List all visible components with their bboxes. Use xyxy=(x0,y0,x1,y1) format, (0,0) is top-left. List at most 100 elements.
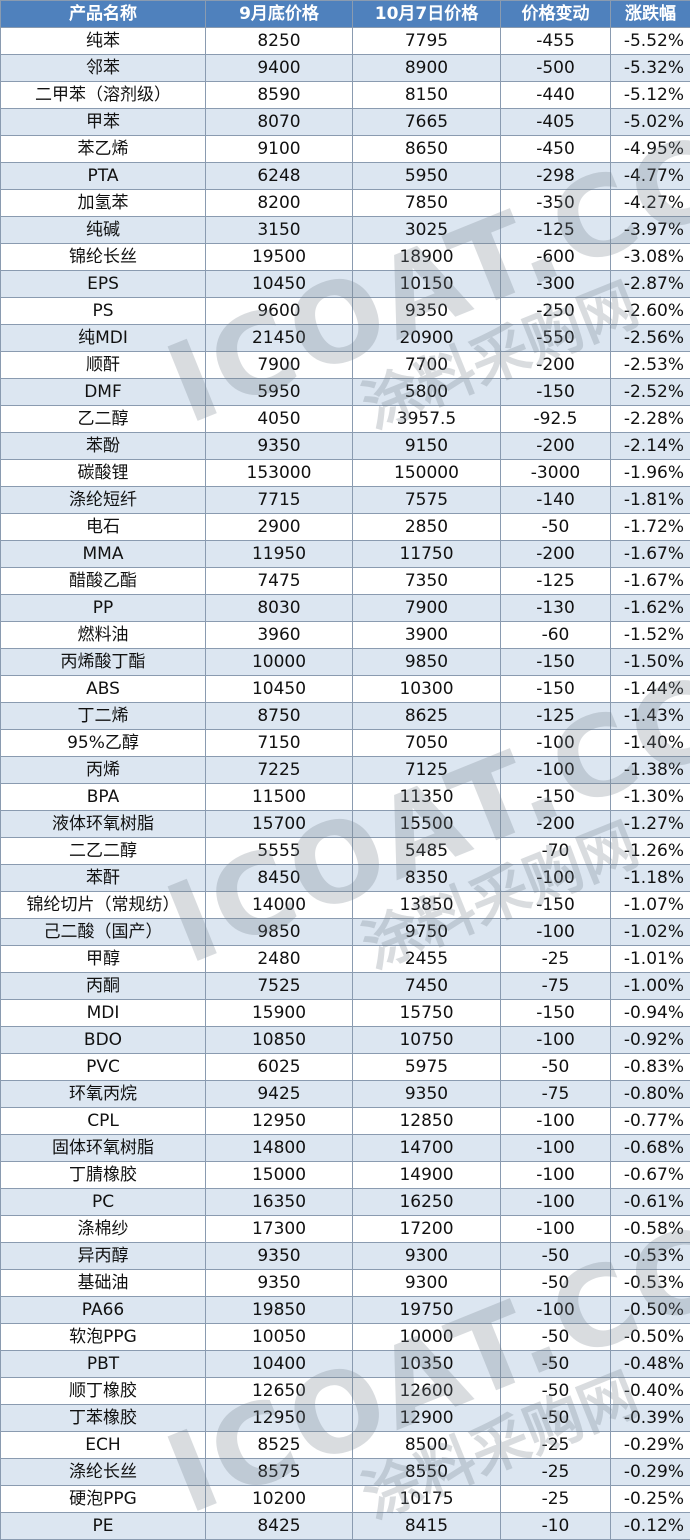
cell: -0.94% xyxy=(610,999,690,1027)
table-row: ECH 8525 8500 -25 -0.29% xyxy=(0,1431,690,1459)
cell: 2455 xyxy=(352,945,501,973)
cell: 5950 xyxy=(205,378,353,406)
cell: -5.12% xyxy=(610,81,690,109)
header-cell: 9月底价格 xyxy=(205,0,353,28)
table-row: 顺酐 7900 7700 -200 -2.53% xyxy=(0,351,690,379)
table-row: 软泡PPG 10050 10000 -50 -0.50% xyxy=(0,1323,690,1351)
cell: 8550 xyxy=(352,1458,501,1486)
cell: 7150 xyxy=(205,729,353,757)
cell: -0.48% xyxy=(610,1350,690,1378)
cell: 2850 xyxy=(352,513,501,541)
cell: -100 xyxy=(500,864,611,892)
cell: 7665 xyxy=(352,108,501,136)
cell: 10750 xyxy=(352,1026,501,1054)
cell: -150 xyxy=(500,999,611,1027)
cell: -1.00% xyxy=(610,972,690,1000)
product-name: 醋酸乙酯 xyxy=(0,567,206,595)
cell: -3.97% xyxy=(610,216,690,244)
table-row: PP 8030 7900 -130 -1.62% xyxy=(0,594,690,622)
table-row: 加氢苯 8200 7850 -350 -4.27% xyxy=(0,189,690,217)
cell: 15900 xyxy=(205,999,353,1027)
cell: -1.02% xyxy=(610,918,690,946)
table-row: PBT 10400 10350 -50 -0.48% xyxy=(0,1350,690,1378)
cell: -0.29% xyxy=(610,1431,690,1459)
table-row: EPS 10450 10150 -300 -2.87% xyxy=(0,270,690,298)
table-row: 涤棉纱 17300 17200 -100 -0.58% xyxy=(0,1215,690,1243)
product-name: 涤纶长丝 xyxy=(0,1458,206,1486)
cell: -298 xyxy=(500,162,611,190)
cell: -0.12% xyxy=(610,1512,690,1540)
product-name: CPL xyxy=(0,1107,206,1135)
cell: -150 xyxy=(500,675,611,703)
cell: 9750 xyxy=(352,918,501,946)
cell: -2.56% xyxy=(610,324,690,352)
cell: 9850 xyxy=(352,648,501,676)
cell: -3.08% xyxy=(610,243,690,271)
cell: 9300 xyxy=(352,1269,501,1297)
cell: -50 xyxy=(500,1350,611,1378)
cell: -125 xyxy=(500,567,611,595)
cell: 8575 xyxy=(205,1458,353,1486)
table-row: 纯MDI 21450 20900 -550 -2.56% xyxy=(0,324,690,352)
cell: 4050 xyxy=(205,405,353,433)
cell: 8625 xyxy=(352,702,501,730)
cell: -1.67% xyxy=(610,540,690,568)
cell: -0.40% xyxy=(610,1377,690,1405)
cell: 19750 xyxy=(352,1296,501,1324)
product-name: 甲醇 xyxy=(0,945,206,973)
cell: 7850 xyxy=(352,189,501,217)
cell: 8450 xyxy=(205,864,353,892)
cell: -50 xyxy=(500,1323,611,1351)
cell: -5.32% xyxy=(610,54,690,82)
cell: -25 xyxy=(500,1431,611,1459)
cell: 8750 xyxy=(205,702,353,730)
product-name: PA66 xyxy=(0,1296,206,1324)
table-row: 二乙二醇 5555 5485 -70 -1.26% xyxy=(0,837,690,865)
cell: -0.67% xyxy=(610,1161,690,1189)
cell: 3957.5 xyxy=(352,405,501,433)
cell: 7475 xyxy=(205,567,353,595)
product-name: 丁腈橡胶 xyxy=(0,1161,206,1189)
table-row: PA66 19850 19750 -100 -0.50% xyxy=(0,1296,690,1324)
cell: 7125 xyxy=(352,756,501,784)
product-name: ECH xyxy=(0,1431,206,1459)
cell: 19850 xyxy=(205,1296,353,1324)
cell: -1.72% xyxy=(610,513,690,541)
cell: -5.52% xyxy=(610,27,690,55)
cell: 14000 xyxy=(205,891,353,919)
cell: -4.77% xyxy=(610,162,690,190)
table-row: 碳酸锂 153000 150000 -3000 -1.96% xyxy=(0,459,690,487)
cell: -1.18% xyxy=(610,864,690,892)
table-row: 硬泡PPG 10200 10175 -25 -0.25% xyxy=(0,1485,690,1513)
cell: 10000 xyxy=(352,1323,501,1351)
cell: 10850 xyxy=(205,1026,353,1054)
cell: 12950 xyxy=(205,1107,353,1135)
product-name: 苯酚 xyxy=(0,432,206,460)
cell: 5555 xyxy=(205,837,353,865)
cell: 17200 xyxy=(352,1215,501,1243)
product-name: 固体环氧树脂 xyxy=(0,1134,206,1162)
cell: -100 xyxy=(500,1134,611,1162)
product-name: 丙烯酸丁酯 xyxy=(0,648,206,676)
cell: 10450 xyxy=(205,675,353,703)
cell: 9100 xyxy=(205,135,353,163)
product-name: 甲苯 xyxy=(0,108,206,136)
cell: -50 xyxy=(500,1377,611,1405)
cell: 8350 xyxy=(352,864,501,892)
cell: -100 xyxy=(500,1215,611,1243)
cell: 8425 xyxy=(205,1512,353,1540)
cell: -1.62% xyxy=(610,594,690,622)
cell: -200 xyxy=(500,351,611,379)
table-row: 液体环氧树脂 15700 15500 -200 -1.27% xyxy=(0,810,690,838)
cell: 12600 xyxy=(352,1377,501,1405)
cell: 3960 xyxy=(205,621,353,649)
product-name: MDI xyxy=(0,999,206,1027)
cell: -1.07% xyxy=(610,891,690,919)
cell: 2900 xyxy=(205,513,353,541)
product-name: 涤纶短纤 xyxy=(0,486,206,514)
cell: 12950 xyxy=(205,1404,353,1432)
table-row: 纯苯 8250 7795 -455 -5.52% xyxy=(0,27,690,55)
table-row: 纯碱 3150 3025 -125 -3.97% xyxy=(0,216,690,244)
cell: -0.92% xyxy=(610,1026,690,1054)
